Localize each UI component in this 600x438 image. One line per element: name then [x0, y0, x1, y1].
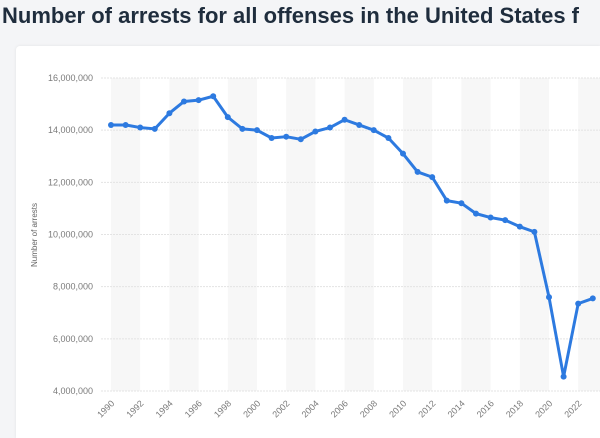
x-tick-label: 2020 [533, 398, 554, 419]
x-tick-label: 2004 [300, 398, 321, 419]
page-title: Number of arrests for all offenses in th… [2, 3, 580, 28]
x-tick-label: 2002 [270, 398, 291, 419]
y-tick-label: 10,000,000 [48, 230, 93, 240]
y-tick-label: 12,000,000 [48, 177, 93, 187]
data-point [166, 110, 173, 117]
data-point [151, 125, 158, 132]
x-tick-label: 2006 [329, 398, 350, 419]
x-tick-label: 1990 [95, 398, 116, 419]
x-tick-label: 1992 [124, 398, 145, 419]
data-point [443, 197, 450, 204]
x-tick-label: 2000 [241, 398, 262, 419]
data-point [312, 128, 319, 135]
y-tick-label: 6,000,000 [53, 334, 93, 344]
data-point [239, 125, 246, 132]
data-point [473, 210, 479, 217]
data-point [414, 168, 421, 175]
data-point [210, 93, 217, 100]
x-tick-label: 2018 [504, 398, 525, 419]
data-point [137, 124, 144, 131]
data-point [516, 223, 523, 230]
y-tick-label: 4,000,000 [53, 386, 93, 396]
data-point [546, 294, 552, 301]
data-point [283, 133, 290, 140]
data-point [429, 174, 436, 181]
x-tick-label: 2016 [475, 398, 496, 419]
y-tick-label: 8,000,000 [53, 282, 93, 292]
data-point [195, 97, 202, 104]
x-tick-label: 1994 [154, 398, 175, 419]
y-tick-label: 14,000,000 [48, 125, 93, 135]
data-point [108, 121, 114, 128]
data-point [224, 114, 231, 121]
data-point [458, 200, 465, 207]
x-tick-label: 1996 [183, 398, 204, 419]
data-point [254, 127, 260, 134]
data-point [341, 116, 348, 123]
y-tick-label: 16,000,000 [48, 73, 93, 83]
y-axis-label: Number of arrests [30, 203, 39, 267]
x-tick-label: 2022 [562, 398, 583, 419]
data-point [385, 134, 392, 141]
data-point [268, 134, 275, 141]
x-tick-label: 1998 [212, 398, 233, 419]
data-point [589, 295, 596, 302]
background-band [578, 78, 600, 391]
data-point [370, 127, 377, 134]
x-tick-label: 2010 [387, 398, 408, 419]
data-point [487, 214, 494, 221]
data-point [560, 373, 567, 380]
data-point [181, 98, 187, 105]
data-point [327, 124, 333, 131]
data-point [297, 136, 304, 143]
data-point [575, 300, 582, 307]
x-tick-label: 2014 [446, 398, 467, 419]
series-line [111, 94, 594, 379]
x-tick-label: 2008 [358, 398, 379, 419]
data-point [356, 121, 363, 128]
data-point [400, 150, 406, 157]
data-point [122, 121, 129, 128]
data-point [502, 217, 509, 224]
data-point [531, 228, 538, 235]
x-tick-label: 2012 [416, 398, 437, 419]
